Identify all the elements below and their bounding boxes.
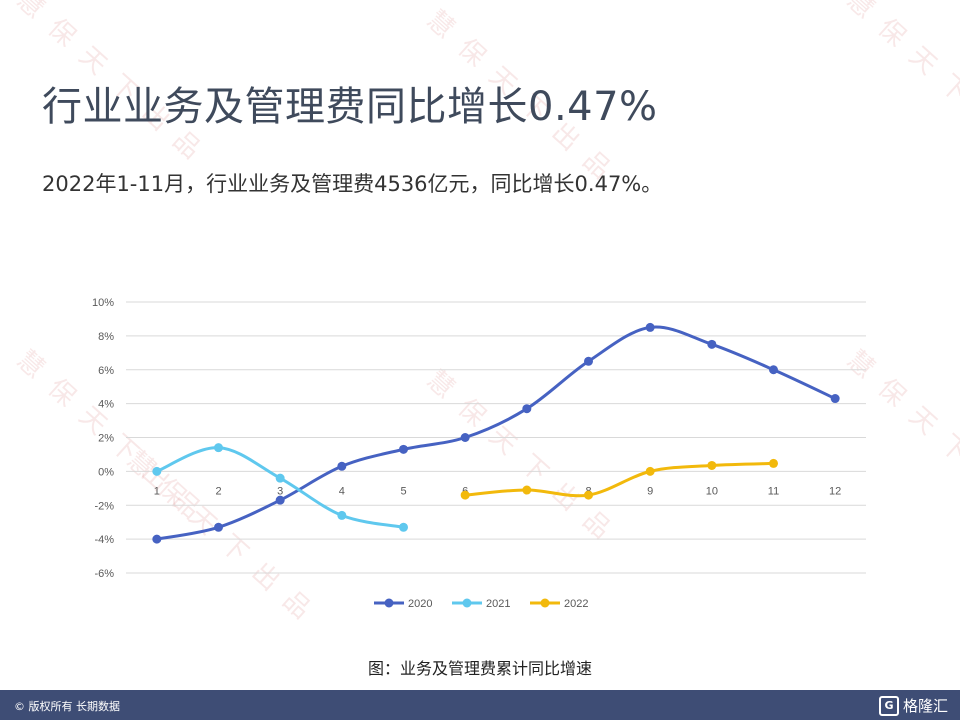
- data-point: [645, 466, 655, 476]
- y-tick-label: 2%: [98, 433, 114, 445]
- y-tick-label: 4%: [98, 399, 114, 411]
- legend-marker: [540, 598, 550, 608]
- y-tick-label: 0%: [98, 466, 114, 478]
- data-point: [152, 534, 162, 544]
- y-tick-label: 8%: [98, 331, 114, 343]
- x-tick-label: 10: [706, 485, 718, 497]
- y-tick-label: -4%: [94, 534, 114, 546]
- data-point: [645, 322, 655, 332]
- x-tick-label: 2: [215, 485, 221, 497]
- slide-title: 行业业务及管理费同比增长0.47%: [42, 84, 658, 130]
- legend-label: 2021: [486, 598, 510, 610]
- footer-copyright: © 版权所有 长期数据: [14, 700, 120, 713]
- data-point: [769, 458, 778, 468]
- y-axis-ticks: 10% 8% 6% 4% 2% 0% -2% -4% -6%: [92, 297, 114, 580]
- chart-caption: 图：业务及管理费累计同比增速: [367, 659, 592, 678]
- brand-logo: G 格隆汇: [878, 695, 948, 716]
- y-tick-label: -2%: [94, 500, 114, 512]
- grid-lines: [126, 301, 866, 574]
- series-2022: [460, 458, 778, 500]
- legend-item: 2022: [530, 598, 588, 610]
- legend-item: 2020: [374, 598, 432, 610]
- data-point: [399, 444, 408, 454]
- data-point: [214, 443, 223, 453]
- legend-marker: [384, 598, 394, 608]
- logo-text: 格隆汇: [902, 697, 948, 715]
- y-tick-label: -6%: [94, 568, 114, 580]
- series-line: [463, 461, 775, 498]
- data-point: [584, 356, 593, 366]
- data-point: [707, 339, 717, 349]
- data-point: [214, 522, 223, 532]
- data-point: [769, 365, 778, 375]
- data-point: [275, 473, 285, 483]
- x-tick-label: 12: [829, 485, 841, 497]
- x-tick-label: 4: [339, 485, 345, 497]
- x-tick-label: 5: [400, 485, 406, 497]
- x-tick-label: 1: [154, 485, 160, 497]
- series-2021: [152, 443, 408, 532]
- x-tick-label: 3: [277, 485, 283, 497]
- legend-marker: [462, 598, 472, 608]
- data-point: [522, 404, 532, 414]
- series-line: [155, 325, 837, 541]
- data-point: [275, 495, 285, 505]
- data-point: [830, 394, 840, 404]
- y-tick-label: 10%: [92, 297, 114, 309]
- data-point: [460, 490, 470, 500]
- y-tick-label: 6%: [98, 365, 114, 377]
- data-point: [584, 490, 593, 500]
- x-tick-label: 9: [647, 485, 653, 497]
- data-point: [460, 433, 470, 442]
- legend: 2020 2021 2022: [374, 598, 588, 610]
- data-point: [337, 461, 347, 471]
- data-point: [522, 485, 532, 495]
- data-point: [399, 522, 408, 532]
- series-2020: [152, 322, 840, 544]
- line-chart: 10%8%6%4%2%0%-2%-4%-6% 123456789101112 2…: [92, 297, 866, 610]
- logo-icon: G: [878, 695, 899, 716]
- series-lines: [152, 322, 840, 544]
- legend-item: 2021: [452, 598, 510, 610]
- slide-subtitle: 2022年1-11月，行业业务及管理费4536亿元，同比增长0.47%。: [42, 172, 663, 196]
- data-point: [337, 510, 347, 520]
- x-tick-label: 11: [768, 485, 779, 497]
- watermark-stamp: 慧保天下出品: [840, 0, 960, 176]
- footer-bar: © 版权所有 长期数据 G 格隆汇: [0, 690, 960, 720]
- legend-label: 2022: [564, 598, 588, 610]
- legend-label: 2020: [408, 598, 432, 610]
- data-point: [152, 466, 162, 476]
- data-point: [707, 460, 717, 470]
